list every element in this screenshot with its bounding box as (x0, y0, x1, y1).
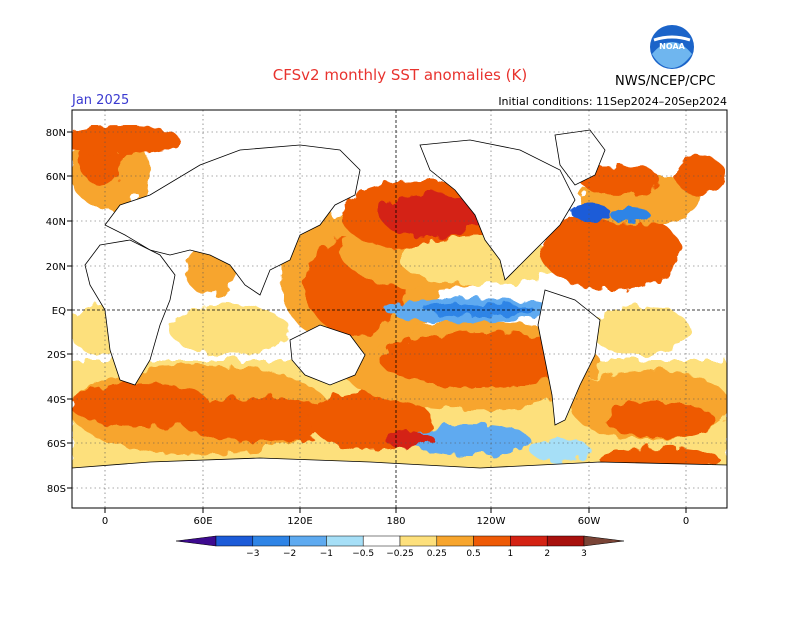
colorbar-cell (473, 535, 511, 547)
colorbar-cell (215, 535, 254, 547)
noaa-logo: NOAA (650, 25, 694, 69)
colorbar-tick-label: −1 (320, 549, 333, 559)
lon-label: 60E (193, 516, 212, 527)
lat-label: EQ (52, 306, 66, 317)
agency-label: NWS/NCEP/CPC (615, 74, 716, 89)
colorbar-cell (546, 535, 585, 547)
lat-label: 20N (46, 262, 66, 273)
colorbar-tick-label: 0.25 (427, 549, 447, 559)
colorbar-tick-label: −2 (283, 549, 296, 559)
lat-label: 20S (47, 350, 66, 361)
lon-label: 0 (683, 516, 689, 527)
colorbar-tick-label: 3 (581, 549, 587, 559)
colorbar-cell (399, 535, 438, 547)
lat-label: 60S (47, 439, 66, 450)
colorbar-cell (436, 535, 474, 547)
colorbar-cell (362, 535, 401, 547)
page-title: CFSv2 monthly SST anomalies (K) (272, 66, 528, 84)
lon-label: 180 (386, 516, 405, 527)
lat-label: 80S (47, 484, 66, 495)
colorbar-tick-label: 1 (508, 549, 514, 559)
colorbar-tick-label: −0.5 (352, 549, 374, 559)
colorbar-tick-label: 0.5 (466, 549, 480, 559)
lat-label: 80N (46, 128, 66, 139)
reference-lines (72, 110, 727, 508)
lat-label: 40S (47, 395, 66, 406)
lon-label: 60W (578, 516, 601, 527)
forecast-month: Jan 2025 (72, 93, 130, 108)
colorbar-arrow-max (583, 535, 625, 547)
colorbar-cell (510, 535, 548, 547)
map-frame (71, 109, 728, 509)
colorbar-cell (252, 535, 290, 547)
graticule (72, 110, 727, 508)
lon-label: 120W (477, 516, 506, 527)
lon-label: 120E (287, 516, 312, 527)
colorbar-tick-label: 2 (544, 549, 550, 559)
lon-label: 0 (102, 516, 108, 527)
colorbar: −3 −2 −1 −0.5 −0.25 0.25 0.5 1 2 3 (175, 535, 625, 559)
noaa-logo-text: NOAA (659, 42, 685, 51)
lat-label: 40N (46, 217, 66, 228)
continents (72, 129, 727, 508)
colorbar-arrow-min (175, 535, 217, 547)
tick-marks (67, 131, 687, 513)
colorbar-cell (289, 535, 327, 547)
colorbar-tick-label: −3 (246, 549, 259, 559)
colorbar-cell (326, 535, 364, 547)
anomaly-field (72, 110, 727, 508)
lat-label: 60N (46, 172, 66, 183)
colorbar-tick-label: −0.25 (386, 549, 414, 559)
initial-conditions: Initial conditions: 11Sep2024–20Sep2024 (498, 95, 727, 108)
